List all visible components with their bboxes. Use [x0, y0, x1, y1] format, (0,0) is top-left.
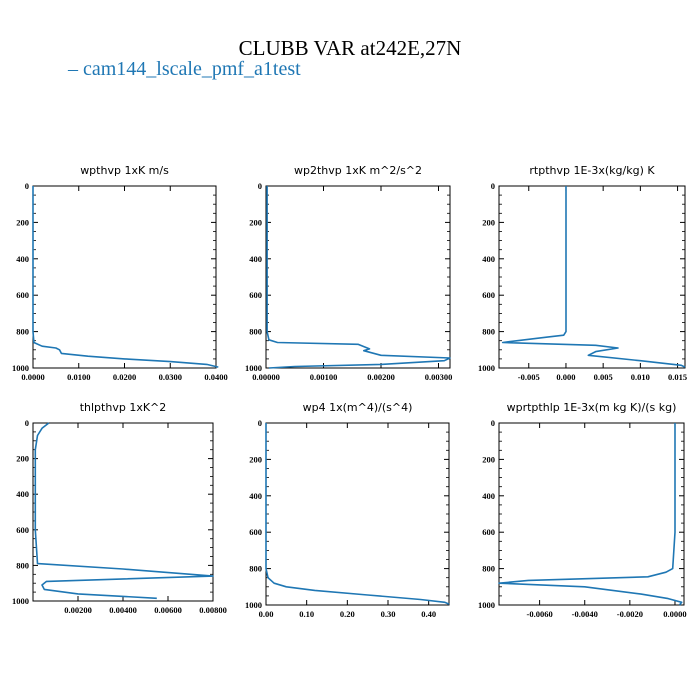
x-tick-label: -0.0020 [617, 609, 643, 619]
y-tick-label: 1000 [245, 600, 262, 610]
x-tick-label: 0.00000 [252, 372, 280, 382]
y-tick-label: 800 [482, 564, 495, 574]
y-tick-label: 600 [482, 527, 495, 537]
y-tick-label: 600 [249, 527, 262, 537]
y-tick-label: 200 [249, 454, 262, 464]
y-tick-label: 0 [25, 181, 29, 191]
x-tick-label: 0.00200 [367, 372, 395, 382]
y-tick-label: 800 [249, 564, 262, 574]
series-line [501, 186, 686, 368]
y-tick-label: 200 [249, 217, 262, 227]
plot-title: wp4 1x(m^4)/(s^4) [303, 401, 413, 414]
x-tick-label: 0.010 [631, 372, 650, 382]
y-tick-label: 1000 [478, 363, 495, 373]
y-tick-label: 400 [16, 254, 29, 264]
plot-title: wpthvp 1xK m/s [80, 164, 169, 177]
x-tick-label: 0.000 [556, 372, 575, 382]
y-tick-label: 0 [258, 418, 262, 428]
x-tick-label: 0.0300 [159, 372, 182, 382]
x-tick-label: 0.0000 [21, 372, 44, 382]
y-tick-label: 800 [249, 327, 262, 337]
x-tick-label: 0.0100 [67, 372, 90, 382]
y-tick-label: 1000 [12, 363, 29, 373]
x-tick-label: 0.00100 [310, 372, 338, 382]
series-line [266, 186, 451, 369]
x-tick-label: -0.005 [518, 372, 540, 382]
y-tick-label: 200 [482, 454, 495, 464]
y-tick-label: 200 [482, 217, 495, 227]
x-tick-label: 0.30 [381, 609, 396, 619]
y-tick-label: 0 [25, 418, 29, 428]
x-tick-label: 0.20 [340, 609, 355, 619]
plot-frame [265, 185, 451, 369]
plot-title: thlpthvp 1xK^2 [80, 401, 167, 414]
x-tick-label: 0.00400 [109, 605, 137, 615]
legend: – cam144_lscale_pmf_a1test [68, 58, 301, 81]
x-tick-label: 0.00 [259, 609, 274, 619]
y-tick-label: 0 [491, 181, 495, 191]
x-tick-label: 0.00800 [199, 605, 227, 615]
y-tick-label: 600 [16, 290, 29, 300]
y-tick-label: 1000 [12, 596, 29, 606]
plot-title: wp2thvp 1xK m^2/s^2 [294, 164, 422, 177]
x-tick-label: -0.0060 [527, 609, 553, 619]
series-line [34, 422, 214, 600]
plot-frame [32, 185, 217, 369]
x-tick-label: 0.0000 [663, 609, 686, 619]
y-tick-label: 400 [249, 254, 262, 264]
y-tick-label: 800 [16, 327, 29, 337]
series-line [265, 423, 450, 605]
y-tick-label: 0 [491, 418, 495, 428]
x-tick-label: -0.0040 [572, 609, 598, 619]
y-tick-label: 600 [482, 290, 495, 300]
y-tick-label: 1000 [245, 363, 262, 373]
x-tick-label: 0.005 [594, 372, 613, 382]
plot-title: rtpthvp 1E-3x(kg/kg) K [529, 164, 655, 177]
x-tick-label: 0.0400 [204, 372, 227, 382]
plot-frame [265, 422, 450, 606]
x-tick-label: 0.0200 [113, 372, 136, 382]
x-tick-label: 0.10 [299, 609, 314, 619]
series-line [32, 186, 219, 368]
y-tick-label: 400 [482, 254, 495, 264]
y-tick-label: 400 [16, 489, 29, 499]
y-tick-label: 1000 [478, 600, 495, 610]
figure-title: CLUBB VAR at242E,27N [238, 36, 462, 60]
legend-series-label: cam144_lscale_pmf_a1test [83, 58, 301, 80]
y-tick-label: 200 [16, 454, 29, 464]
y-tick-label: 600 [16, 525, 29, 535]
y-tick-label: 200 [16, 217, 29, 227]
y-tick-label: 800 [482, 327, 495, 337]
y-tick-label: 400 [482, 491, 495, 501]
x-tick-label: 0.00300 [425, 372, 453, 382]
y-tick-label: 400 [249, 491, 262, 501]
x-tick-label: 0.015 [668, 372, 687, 382]
y-tick-label: 600 [249, 290, 262, 300]
series-line [498, 423, 683, 606]
x-tick-label: 0.00600 [154, 605, 182, 615]
x-tick-label: 0.40 [421, 609, 436, 619]
y-tick-label: 0 [258, 181, 262, 191]
x-tick-label: 0.00200 [64, 605, 92, 615]
plot-title: wprtpthlp 1E-3x(m kg K)/(s kg) [507, 401, 677, 414]
y-tick-label: 800 [16, 560, 29, 570]
plot-frame [498, 185, 686, 369]
legend-line-marker: – [68, 58, 78, 80]
